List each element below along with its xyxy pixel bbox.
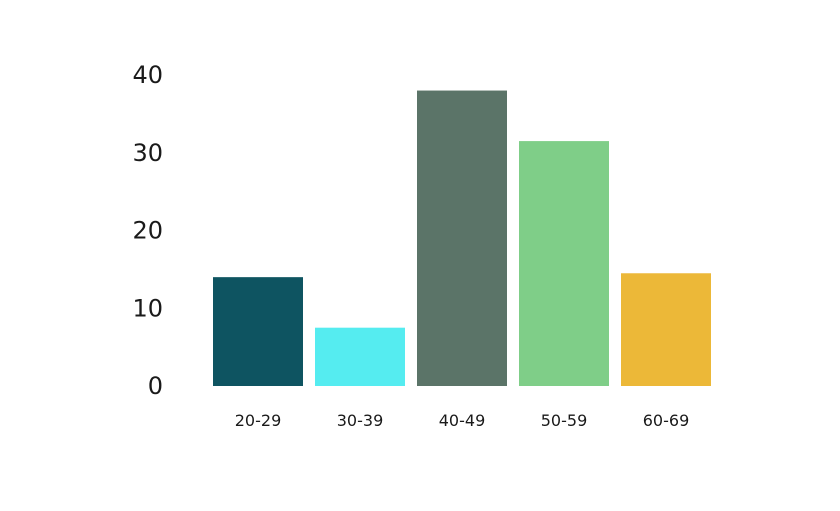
bar-50-59 — [519, 141, 609, 386]
x-tick-label: 40-49 — [439, 411, 486, 430]
y-tick-label: 30 — [132, 139, 163, 167]
x-tick-label: 20-29 — [235, 411, 282, 430]
y-tick-label: 0 — [148, 372, 163, 400]
bar-40-49 — [417, 90, 507, 387]
y-tick-label: 40 — [132, 61, 163, 89]
y-axis-tick-labels: 0 10 20 30 40 — [132, 61, 163, 400]
x-tick-label: 30-39 — [337, 411, 384, 430]
bar-group — [213, 90, 711, 387]
x-tick-label: 50-59 — [541, 411, 588, 430]
bar-60-69 — [621, 273, 711, 386]
y-tick-label: 20 — [132, 217, 163, 245]
bar-30-39 — [315, 327, 405, 386]
bar-20-29 — [213, 277, 303, 386]
y-tick-label: 10 — [132, 294, 163, 322]
x-tick-label: 60-69 — [643, 411, 690, 430]
x-axis-tick-labels: 20-29 30-39 40-49 50-59 60-69 — [235, 411, 690, 430]
